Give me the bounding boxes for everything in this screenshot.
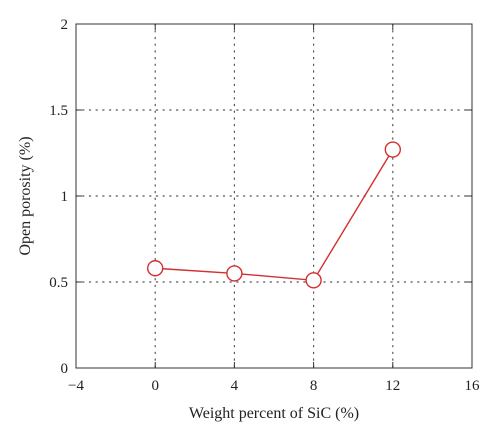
x-tick-label: −4 <box>68 378 84 394</box>
data-point <box>384 141 401 158</box>
data-point <box>226 265 243 282</box>
x-tick-label: 8 <box>310 378 318 394</box>
series-line <box>155 149 394 282</box>
data-point <box>146 260 164 277</box>
y-tick-label: 0 <box>61 361 69 377</box>
data-point <box>305 272 322 289</box>
x-tick-label: 4 <box>231 378 239 394</box>
grid-lines <box>75 23 473 369</box>
y-tick-label: 1 <box>61 189 69 205</box>
y-tick-label: 2 <box>61 17 69 33</box>
series-layer <box>146 141 401 289</box>
x-axis-title: Weight percent of SiC (%) <box>189 405 359 422</box>
x-tick-label: 16 <box>465 378 481 394</box>
y-axis-title: Open porosity (%) <box>17 136 34 255</box>
y-tick-label: 1.5 <box>49 103 68 119</box>
x-tick-label: 0 <box>151 378 159 394</box>
x-tick-label: 12 <box>385 378 400 394</box>
y-tick-label: 0.5 <box>49 275 68 291</box>
